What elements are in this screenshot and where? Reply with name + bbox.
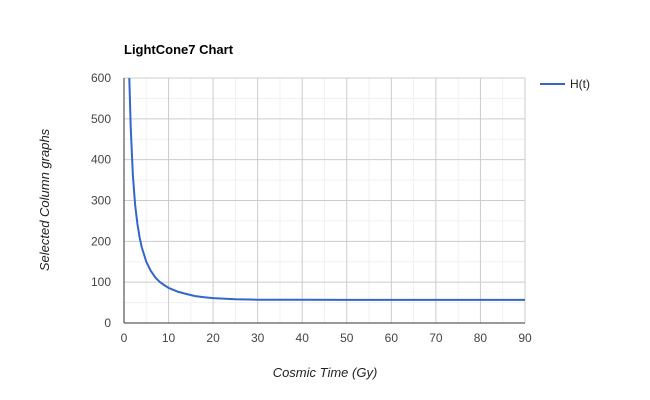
y-tick-label: 200 — [91, 234, 111, 248]
y-tick-label: 300 — [91, 194, 111, 208]
y-tick-label: 100 — [91, 275, 111, 289]
x-tick-label: 50 — [340, 331, 354, 345]
x-tick-label: 20 — [206, 331, 220, 345]
x-axis-ticks: 0 10 20 30 40 50 60 70 80 90 — [121, 331, 532, 345]
y-tick-label: 500 — [91, 112, 111, 126]
x-tick-label: 10 — [162, 331, 176, 345]
x-tick-label: 70 — [429, 331, 443, 345]
y-tick-label: 0 — [104, 316, 111, 330]
y-tick-label: 600 — [91, 71, 111, 85]
x-tick-label: 60 — [385, 331, 399, 345]
legend: H(t) — [540, 77, 590, 91]
x-tick-label: 0 — [121, 331, 128, 345]
x-axis-title: Cosmic Time (Gy) — [273, 365, 378, 380]
legend-label: H(t) — [570, 77, 590, 91]
x-tick-label: 80 — [474, 331, 488, 345]
series-group — [128, 77, 525, 301]
grid — [123, 77, 526, 324]
y-axis-ticks: 0 100 200 300 400 500 600 — [91, 71, 111, 330]
x-tick-label: 90 — [518, 331, 532, 345]
series-line-H(t) — [128, 77, 525, 301]
x-tick-label: 30 — [251, 331, 265, 345]
x-tick-label: 40 — [296, 331, 310, 345]
chart-title: LightCone7 Chart — [124, 42, 234, 57]
y-tick-label: 400 — [91, 153, 111, 167]
y-axis-title: Selected Column graphs — [37, 128, 52, 271]
